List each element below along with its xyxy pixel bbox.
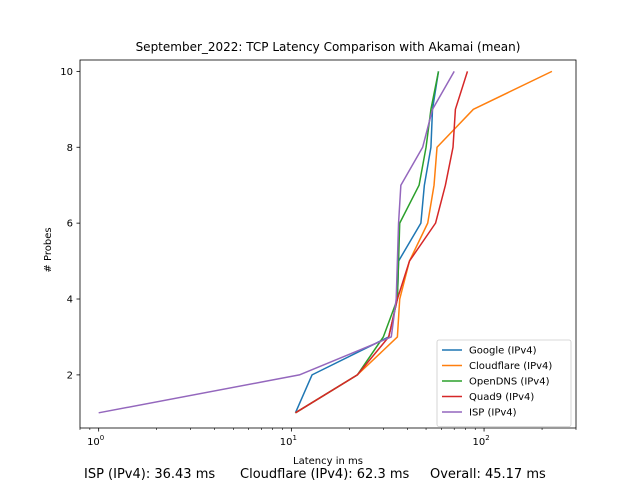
series-line-0 [294,71,440,414]
y-axis-label: # Probes [43,227,54,272]
x-tick-label-10: 101 [280,434,297,448]
plot-area: 2 4 6 8 10 100 101 102 [60,59,577,448]
footer-cloudflare-mean: Cloudflare (IPv4): 62.3 ms [240,467,410,480]
axes-frame [79,59,577,429]
legend: Google (IPv4) Cloudflare (IPv4) OpenDNS (I… [436,339,572,427]
legend-label-1: Cloudflare (IPv4) [469,361,552,372]
legend-label-2: OpenDNS (IPv4) [469,377,550,388]
x-tick-label-100: 102 [472,434,489,448]
series-line-2 [295,71,440,414]
y-tick-label-2: 2 [67,370,73,381]
legend-label-4: ISP (IPv4) [469,408,517,419]
series-line-1 [295,70,553,414]
footer-overall-mean: Overall: 45.17 ms [430,467,546,480]
series-line-3 [295,71,469,414]
x-tick-label-1: 100 [87,434,104,448]
legend-label-0: Google (IPv4) [469,346,537,357]
chart-title: September_2022: TCP Latency Comparison w… [136,40,521,54]
x-axis-label: Latency in ms [293,456,363,467]
legend-box [436,339,572,427]
y-tick-label-8: 8 [67,143,73,154]
series-line-4 [98,71,455,414]
y-tick-label-4: 4 [67,295,73,306]
y-tick-label-6: 6 [67,219,73,230]
footer-isp-mean: ISP (IPv4): 36.43 ms [84,467,215,480]
y-tick-label-10: 10 [60,67,73,78]
legend-label-3: Quad9 (IPv4) [469,392,534,403]
